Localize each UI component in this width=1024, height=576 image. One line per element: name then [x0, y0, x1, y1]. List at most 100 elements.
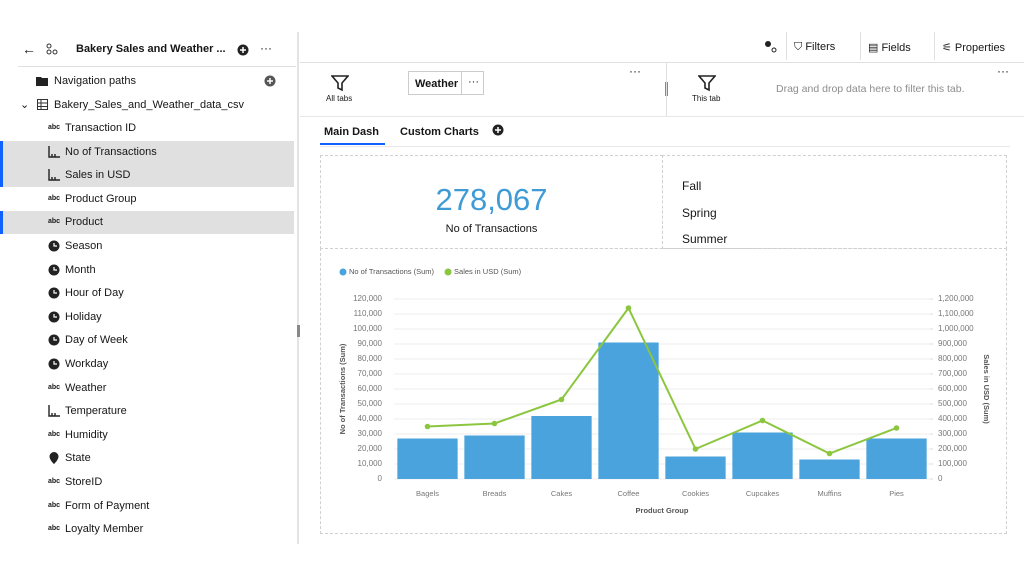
x-tick-label: Bagels — [416, 489, 439, 498]
list-item[interactable]: Summer — [682, 232, 728, 246]
field-row[interactable]: abc Product Group — [0, 188, 294, 211]
field-row[interactable]: No of Transactions — [0, 140, 294, 164]
measure-icon — [48, 145, 60, 158]
y2-tick-label: 600,000 — [938, 384, 967, 393]
line-point — [692, 446, 699, 452]
clock-hand — [53, 243, 57, 247]
more-button[interactable]: ··· — [997, 64, 1009, 78]
field-row[interactable]: abc Form of Payment — [0, 495, 294, 518]
this-tab-label[interactable]: This tab — [692, 94, 721, 103]
table-icon — [37, 99, 48, 110]
field-name: Month — [65, 263, 96, 276]
all-tabs-label[interactable]: All tabs — [326, 94, 353, 103]
add-tab-button[interactable] — [492, 124, 504, 136]
legend-label[interactable]: No of Transactions (Sum) — [349, 267, 435, 276]
y-tick-label: 90,000 — [358, 339, 383, 348]
field-name: Weather — [65, 381, 107, 394]
kpi-label: No of Transactions — [445, 223, 538, 235]
filters-button[interactable]: ⛉ Filters — [794, 41, 836, 53]
field-row[interactable]: Sales in USD — [0, 164, 294, 188]
fields-button[interactable]: ▤ Fields — [868, 42, 911, 54]
add-path-button[interactable] — [264, 75, 276, 87]
y-tick-label: 120,000 — [353, 294, 382, 303]
field-row[interactable]: abc Transaction ID — [0, 117, 294, 140]
tab-active[interactable]: Main Dash — [324, 126, 380, 138]
field-kind: abc — [48, 501, 61, 509]
field-row[interactable]: Day of Week — [0, 329, 294, 352]
more-button[interactable]: ··· — [260, 41, 272, 55]
clock-hand — [53, 337, 57, 341]
x-tick-label: Muffins — [817, 489, 841, 498]
bar — [598, 342, 659, 479]
field-name: StoreID — [65, 476, 103, 488]
field-kind: abc — [48, 194, 61, 202]
field-row[interactable]: abc Weather — [0, 377, 294, 400]
field-name: Workday — [65, 358, 109, 370]
field-name: Transaction ID — [65, 122, 137, 134]
toolbar-sep — [860, 32, 861, 60]
y-tick-label: 100,000 — [353, 324, 382, 333]
y2-tick-label: 500,000 — [938, 399, 967, 408]
back-button[interactable]: ← — [22, 41, 36, 57]
y-axis-title: No of Transactions (Sum) — [338, 343, 347, 434]
list-widget[interactable]: Fall Spring Summer — [662, 155, 1007, 249]
y2-tick-label: 400,000 — [938, 414, 967, 423]
field-kind: abc — [48, 430, 61, 438]
field-name: Hour of Day — [65, 287, 124, 300]
field-icon — [48, 311, 60, 323]
field-row[interactable]: abc StoreID — [0, 471, 294, 494]
legend-label[interactable]: Sales in USD (Sum) — [454, 267, 522, 276]
y-tick-label: 60,000 — [358, 384, 383, 393]
x-tick-label: Cupcakes — [746, 489, 780, 498]
chip-label: Weather — [415, 78, 459, 90]
expand-caret[interactable]: ⌄ — [20, 99, 30, 111]
field-row[interactable]: abc Humidity — [0, 424, 294, 447]
field-row[interactable]: Season — [0, 235, 294, 258]
splitter-handle[interactable] — [297, 325, 300, 337]
chart-widget[interactable]: 0 10,000 20,000 30,000 40,000 50,000 60,000 70,… — [320, 248, 1007, 534]
bar — [732, 432, 793, 479]
y2-tick-label: 300,000 — [938, 429, 967, 438]
field-kind: abc — [48, 218, 61, 226]
tab[interactable]: Custom Charts — [400, 126, 479, 138]
field-name: Form of Payment — [65, 499, 150, 512]
field-row[interactable]: State — [0, 447, 294, 470]
selection-bar — [0, 140, 3, 164]
link-icon[interactable] — [764, 40, 778, 54]
add-button[interactable] — [237, 44, 249, 56]
field-name: Season — [65, 240, 103, 252]
y-tick-label: 30,000 — [358, 429, 383, 438]
more-button[interactable]: ··· — [629, 64, 641, 78]
field-row[interactable]: Temperature — [0, 400, 294, 423]
field-kind: abc — [48, 124, 61, 131]
filter-chip[interactable]: Weather ··· — [408, 71, 484, 95]
tab-underline — [320, 143, 385, 145]
field-row[interactable]: Hour of Day — [0, 282, 294, 305]
data-source[interactable]: Bakery_Sales_and_Weather_data_csv — [54, 99, 244, 111]
field-kind: abc — [48, 525, 61, 533]
properties-button[interactable]: ⚟ Properties — [942, 42, 1006, 54]
field-row[interactable]: abc Product — [0, 211, 294, 235]
x-tick-label: Pies — [889, 489, 904, 498]
x-tick-label: Cakes — [551, 489, 573, 498]
navigation-paths[interactable]: Navigation paths — [54, 75, 136, 87]
y2-tick-label: 0 — [938, 474, 943, 483]
field-row[interactable]: Workday — [0, 353, 294, 376]
bar — [799, 459, 860, 479]
list-item[interactable]: Spring — [682, 206, 717, 220]
kpi-widget[interactable]: 278,067 No of Transactions — [320, 155, 663, 249]
list-item[interactable]: Fall — [682, 179, 702, 193]
y2-tick-label: 1,100,000 — [938, 309, 974, 318]
line-point — [491, 420, 498, 427]
field-row[interactable]: Holiday — [0, 306, 294, 329]
chip-menu[interactable]: ··· — [461, 72, 485, 94]
measure-icon — [48, 169, 60, 181]
field-row[interactable]: Month — [0, 259, 294, 282]
field-row[interactable]: abc Loyalty Member — [0, 518, 294, 541]
field-name: Loyalty Member — [65, 523, 144, 536]
legend-swatch — [444, 268, 452, 276]
y2-tick-label: 800,000 — [938, 354, 967, 363]
line-point — [826, 450, 833, 457]
folder-icon — [36, 77, 48, 86]
field-kind: abc — [48, 383, 61, 391]
